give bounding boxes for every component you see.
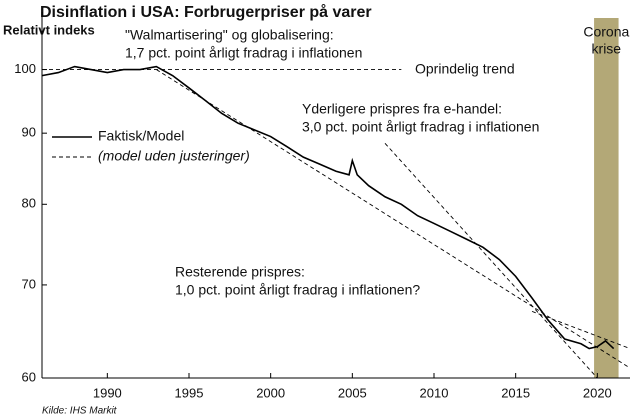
trend-line xyxy=(531,310,631,349)
y-axis-label: Relativt indeks xyxy=(3,22,95,37)
trend-line xyxy=(156,69,631,369)
x-tick-label: 2015 xyxy=(501,385,530,400)
x-tick-label: 2010 xyxy=(420,385,449,400)
x-tick-label: 1995 xyxy=(175,385,204,400)
y-tick-label: 90 xyxy=(22,125,36,140)
x-tick-label: 2020 xyxy=(583,385,612,400)
corona-shade xyxy=(594,18,619,378)
source: Kilde: IHS Markit xyxy=(42,406,118,417)
annotation: Resterende prispres: xyxy=(175,264,305,280)
trend-line xyxy=(384,143,598,379)
line xyxy=(41,65,615,350)
annotation: 1,0 pct. point årligt fradrag i inflatio… xyxy=(175,282,420,298)
annotation: Yderligere prispres fra e-handel: xyxy=(302,101,502,117)
x-tick-label: 2000 xyxy=(256,385,285,400)
shade-label: Corona xyxy=(583,24,629,40)
legend-label: (model uden justeringer) xyxy=(98,148,250,164)
y-tick-label: 100 xyxy=(14,61,36,76)
y-tick-label: 70 xyxy=(22,276,36,291)
annotation: 3,0 pct. point årligt fradrag i inflatio… xyxy=(302,119,539,135)
annotation: 1,7 pct. point årligt fradrag i inflatio… xyxy=(125,45,362,61)
x-tick-label: 1990 xyxy=(93,385,122,400)
chart-title: Disinflation i USA: Forbrugerpriser på v… xyxy=(40,3,372,21)
legend-label: Faktisk/Model xyxy=(98,128,184,144)
x-tick-label: 2005 xyxy=(338,385,367,400)
annotation: "Walmartisering" og globalisering: xyxy=(125,27,334,43)
shade-label: krise xyxy=(592,41,622,57)
annotation: Oprindelig trend xyxy=(415,61,515,77)
y-tick-label: 80 xyxy=(22,196,36,211)
y-tick-label: 60 xyxy=(22,369,36,384)
